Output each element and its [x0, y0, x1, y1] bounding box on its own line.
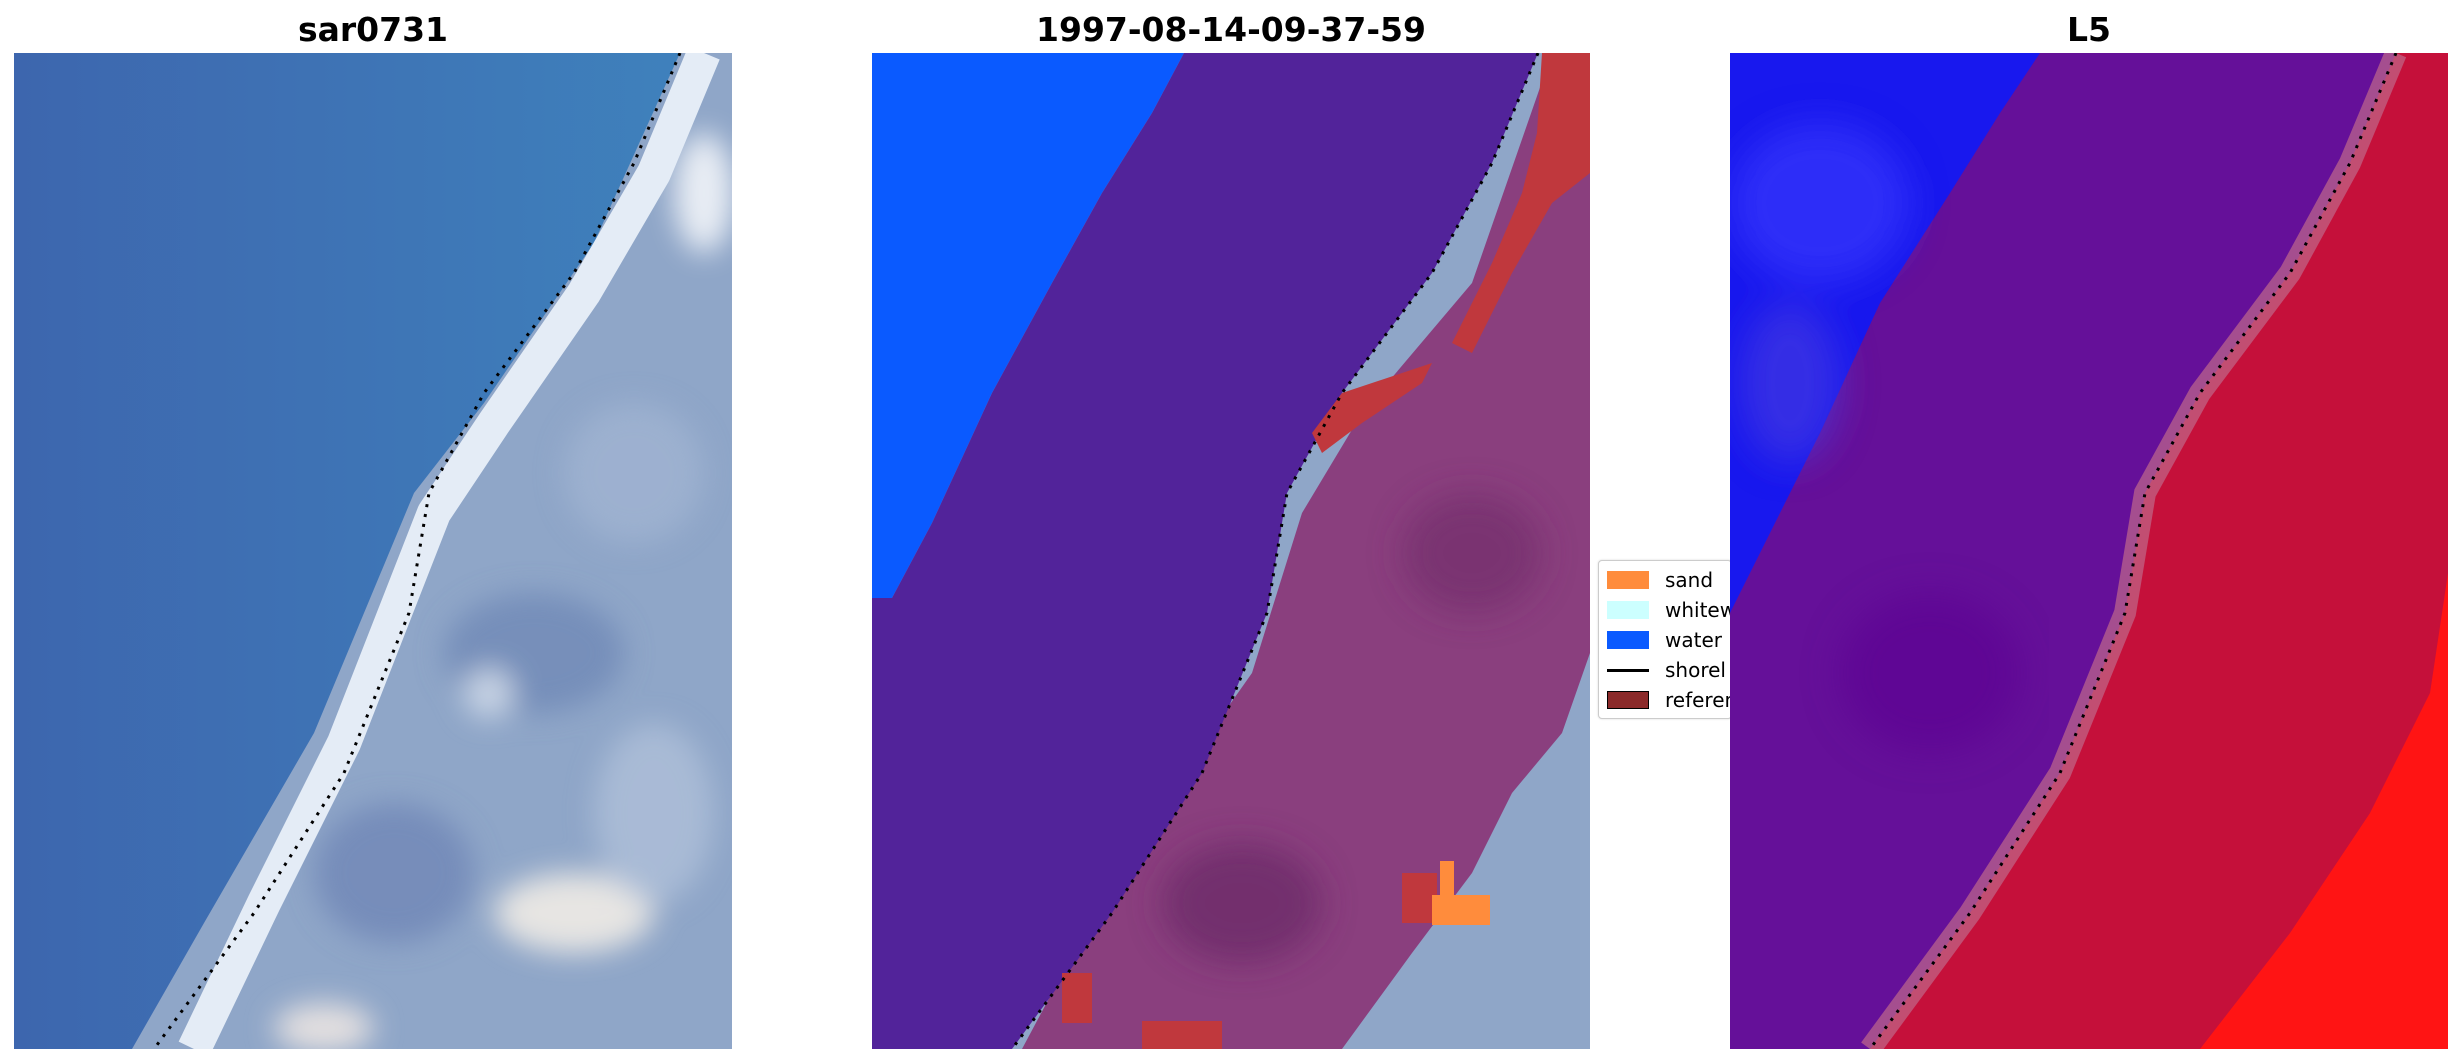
rgb-panel: sar0731	[14, 0, 732, 1062]
reference-patch	[1062, 973, 1092, 1023]
legend-label: shorel	[1665, 658, 1726, 682]
classification-panel: 1997-08-14-09-37-59	[872, 0, 1590, 1062]
legend-item-whitewater: whitew	[1607, 598, 1737, 622]
reference-strip-top	[1452, 53, 1590, 353]
panel-title: L5	[2067, 10, 2111, 49]
blue-texture	[1730, 123, 2020, 753]
panel-title: sar0731	[297, 10, 449, 49]
legend-item-reference: referen	[1607, 688, 1738, 712]
legend-swatch-reference	[1607, 691, 1649, 709]
foam-line	[178, 53, 720, 1049]
rgb-image	[14, 53, 732, 1049]
legend-label: sand	[1665, 568, 1714, 592]
legend-label: referen	[1665, 688, 1738, 712]
legend-label: water	[1665, 628, 1722, 652]
sand-patch	[1432, 861, 1490, 925]
water-region	[872, 53, 1184, 598]
land-overlay-texture	[1162, 493, 1542, 963]
panel-title: 1997-08-14-09-37-59	[1036, 10, 1426, 49]
legend-swatch-shoreline	[1607, 668, 1649, 672]
legend-item-sand: sand	[1607, 568, 1714, 592]
reference-patch	[1402, 873, 1437, 923]
legend-item-shoreline: shorel	[1607, 658, 1726, 682]
classification-image	[872, 53, 1590, 1049]
reference-patch	[1142, 1021, 1222, 1049]
bright-red-zone	[2200, 573, 2448, 1049]
shoreline-dotted	[152, 53, 682, 1049]
purple-overlay	[872, 53, 1538, 1049]
reference-strip-mid	[1312, 363, 1432, 453]
red-land-zone	[1870, 53, 2448, 1049]
legend-swatch-whitewater	[1607, 601, 1649, 619]
shoreline-dotted	[1868, 53, 2398, 1049]
legend: sand whitew water shorel referen	[1598, 560, 1737, 719]
shoreline-dotted	[1010, 53, 1540, 1049]
legend-label: whitew	[1665, 598, 1737, 622]
index-image	[1730, 53, 2448, 1049]
land-texture	[274, 133, 732, 1049]
legend-swatch-sand	[1607, 571, 1649, 589]
legend-item-water: water	[1607, 628, 1722, 652]
legend-swatch-water	[1607, 631, 1649, 649]
index-panel: L5	[1730, 0, 2448, 1062]
